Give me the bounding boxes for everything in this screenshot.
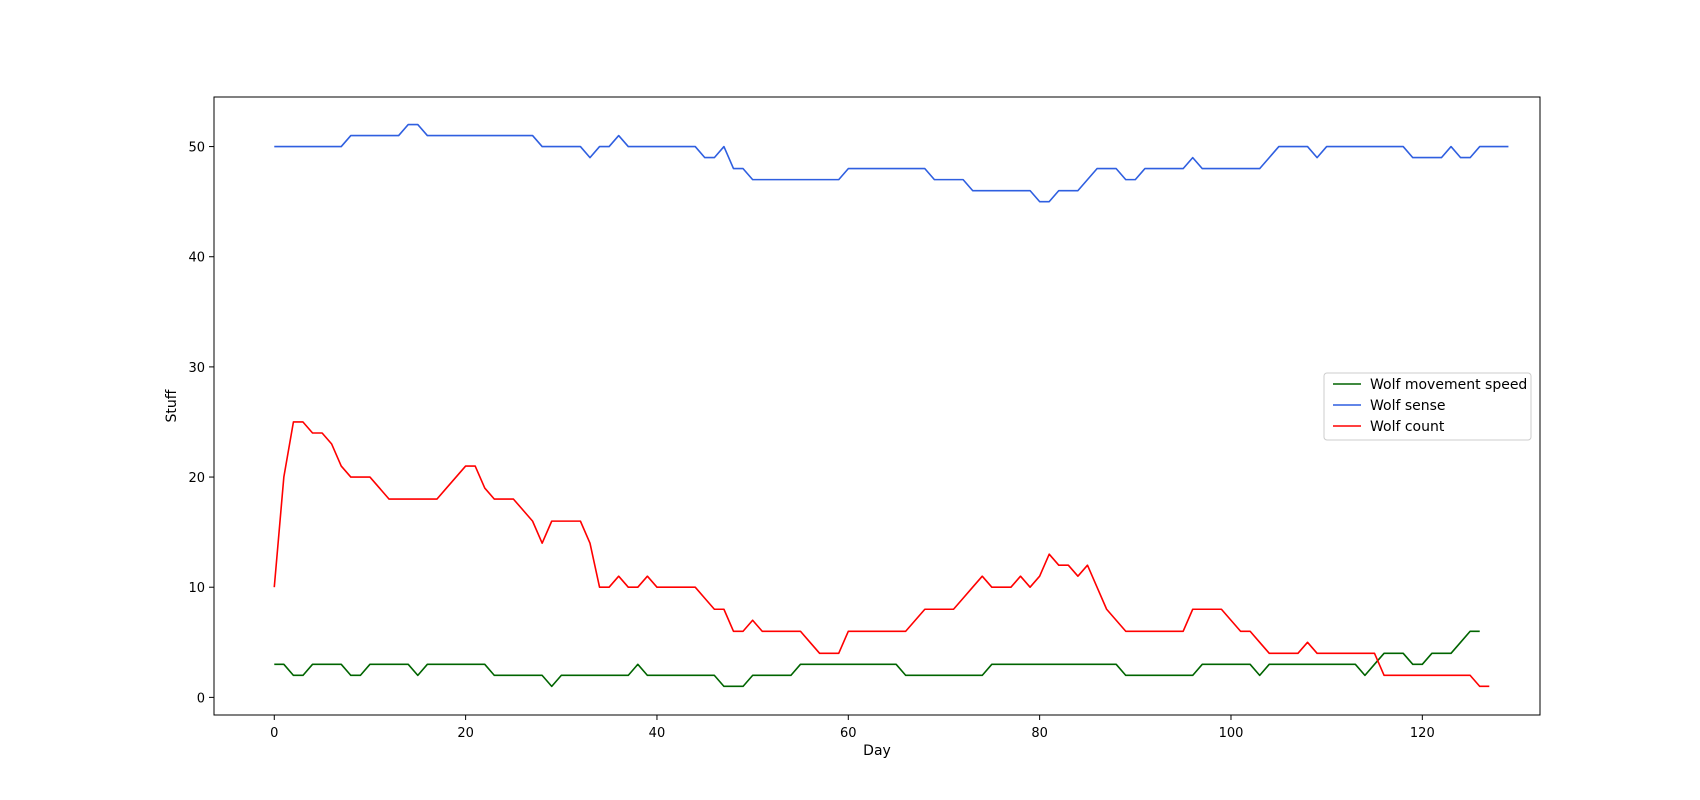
series-layer	[273, 123, 1509, 688]
x-tick-label: 40	[649, 726, 666, 741]
legend-box	[1323, 372, 1532, 441]
series-line-wolf-movement-speed	[274, 630, 1480, 688]
y-tick-label: 30	[188, 361, 205, 376]
series-line-wolf-count	[273, 421, 1490, 688]
y-tick-label: 20	[188, 471, 205, 486]
y-tick-label: 50	[188, 141, 205, 156]
y-axis: 0 10 20 30 40 50	[188, 141, 214, 706]
legend: Wolf movement speed Wolf sense Wolf coun…	[1323, 372, 1532, 441]
legend-label-movement-speed: Wolf movement speed	[1370, 377, 1527, 393]
x-axis-label: Day	[863, 743, 891, 759]
x-tick-label: 80	[1031, 726, 1048, 741]
legend-label-sense: Wolf sense	[1370, 398, 1446, 414]
x-tick-label: 60	[840, 726, 857, 741]
y-tick-label: 40	[188, 251, 205, 266]
x-tick-label: 0	[270, 726, 278, 741]
x-tick-label: 100	[1219, 726, 1244, 741]
x-axis: 0 20 40 60 80 100 120	[270, 715, 1435, 741]
x-tick-label: 20	[457, 726, 474, 741]
y-axis-label: Stuff	[164, 389, 180, 422]
legend-label-count: Wolf count	[1370, 419, 1445, 435]
y-tick-label: 10	[188, 581, 205, 596]
plot-frame	[213, 96, 1541, 716]
x-tick-label: 120	[1410, 726, 1435, 741]
y-tick-label: 0	[197, 691, 205, 706]
series-line-wolf-sense	[274, 123, 1509, 203]
